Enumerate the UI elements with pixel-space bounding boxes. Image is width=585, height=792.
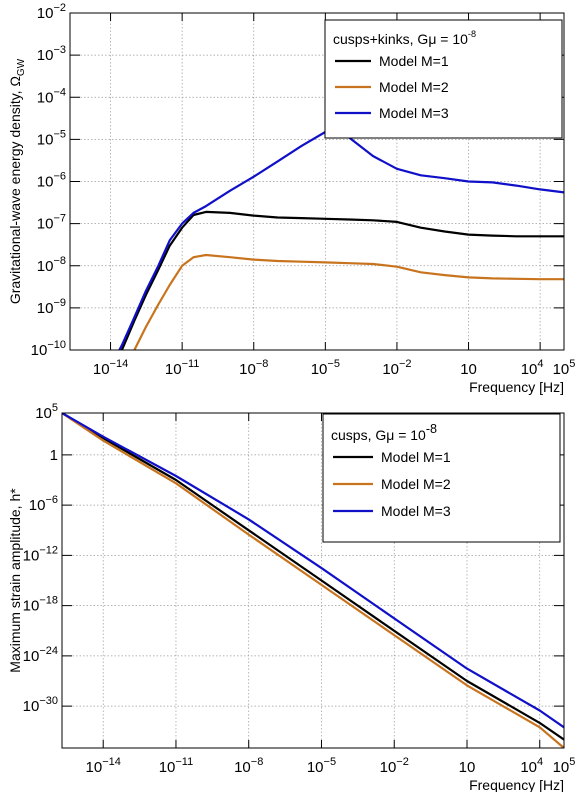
series-line-1 bbox=[120, 210, 564, 350]
plot-frame bbox=[61, 412, 565, 749]
y-tick-label: 10−2 bbox=[37, 2, 66, 22]
y-tick-label: 10−18 bbox=[23, 595, 58, 615]
legend-entry-1: Model M=1 bbox=[379, 53, 449, 69]
y-tick-label: 10−30 bbox=[23, 695, 58, 715]
series-line-2 bbox=[133, 253, 564, 350]
series-line-3 bbox=[118, 128, 564, 350]
x-tick-label: 105 bbox=[553, 358, 576, 378]
x-tick-label: 10−5 bbox=[311, 358, 340, 378]
x-tick-label: 104 bbox=[520, 756, 543, 776]
x-tick-label: 10−11 bbox=[165, 358, 200, 378]
legend-entry-2: Model M=2 bbox=[381, 476, 451, 492]
y-tick-label: 10−10 bbox=[31, 339, 66, 359]
y-tick-label: 10−6 bbox=[37, 171, 66, 191]
x-tick-label: 10−2 bbox=[380, 756, 409, 776]
y-tick-label: 10−24 bbox=[23, 645, 58, 665]
y-tick-label: 10−12 bbox=[23, 544, 58, 564]
x-tick-label: 10−5 bbox=[307, 756, 336, 776]
y-tick-label: 10−5 bbox=[37, 128, 66, 148]
legend-title: cusps, Gμ = 10-8 bbox=[331, 422, 437, 443]
x-axis-label: Frequency [Hz] bbox=[469, 777, 564, 792]
y-tick-label: 10−6 bbox=[29, 494, 58, 514]
x-tick-label: 105 bbox=[553, 756, 576, 776]
x-axis-label: Frequency [Hz] bbox=[469, 379, 564, 395]
y-tick-label: 10−9 bbox=[37, 297, 66, 317]
x-tick-label: 10−8 bbox=[234, 756, 263, 776]
series-line-3 bbox=[62, 413, 564, 729]
y-axis-label: Gravitational-wave energy density, ΩGW bbox=[7, 58, 27, 304]
legend: cusps+kinks, Gμ = 10-8 Model M=1 Model M=2… bbox=[324, 19, 563, 139]
y-tick-label: 10−3 bbox=[37, 44, 66, 64]
y-tick-label: 10−7 bbox=[37, 213, 66, 233]
y-tick-label: 105 bbox=[35, 402, 58, 422]
legend-box bbox=[324, 19, 563, 139]
legend-entry-3: Model M=3 bbox=[379, 105, 449, 121]
x-tick-label: 104 bbox=[521, 358, 544, 378]
legend: cusps, Gμ = 10-8 Model M=1 Model M=2 Model … bbox=[322, 413, 561, 543]
x-tick-label: 10 bbox=[459, 759, 476, 776]
x-tick-label: 10−14 bbox=[86, 756, 121, 776]
series-line-2 bbox=[62, 413, 564, 748]
legend-entry-1: Model M=1 bbox=[381, 449, 451, 465]
x-tick-label: 10−11 bbox=[159, 756, 194, 776]
series-line-1 bbox=[62, 413, 564, 741]
energy-density-chart: 10−14 10−11 10−8 10−5 10−2 10 104 105 10−10 10−9 1… bbox=[7, 2, 575, 395]
x-tick-label: 10−2 bbox=[382, 358, 411, 378]
y-tick-label: 1 bbox=[50, 447, 58, 464]
legend-entry-3: Model M=3 bbox=[381, 503, 451, 519]
y-tick-label: 10−4 bbox=[37, 86, 66, 106]
legend-entry-2: Model M=2 bbox=[379, 79, 449, 95]
strain-amplitude-chart: 10−14 10−11 10−8 10−5 10−2 10 104 105 10−30 10−24… bbox=[7, 402, 575, 792]
x-tick-label: 10−8 bbox=[239, 358, 268, 378]
legend-title: cusps+kinks, Gμ = 10-8 bbox=[333, 29, 476, 47]
y-tick-label: 10−8 bbox=[37, 255, 66, 275]
legend-box bbox=[322, 413, 561, 543]
x-tick-label: 10 bbox=[460, 361, 477, 378]
y-axis-label: Maximum strain amplitude, h* bbox=[7, 488, 23, 673]
x-tick-label: 10−14 bbox=[93, 358, 128, 378]
